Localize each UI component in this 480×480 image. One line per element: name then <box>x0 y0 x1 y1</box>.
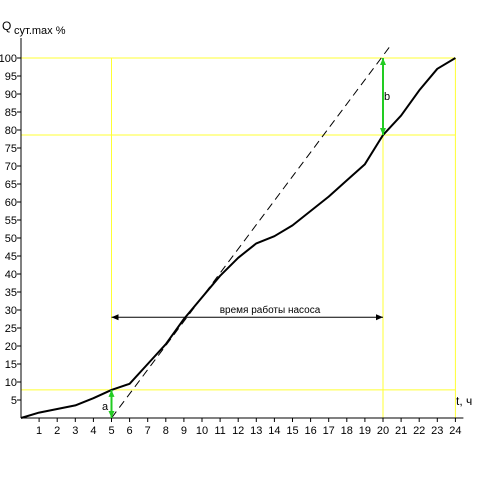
y-tick-label: 30 <box>5 305 17 317</box>
x-tick-label: 5 <box>108 425 114 437</box>
x-tick-label: 15 <box>286 425 298 437</box>
y-tick-label: 50 <box>5 233 17 245</box>
pump-supply-line <box>111 43 393 419</box>
y-tick-label: 55 <box>5 215 17 227</box>
y-tick-label: 85 <box>5 107 17 119</box>
y-tick-label: 95 <box>5 71 17 83</box>
x-tick-label: 21 <box>395 425 407 437</box>
y-tick-label: 90 <box>5 89 17 101</box>
x-tick-label: 23 <box>431 425 443 437</box>
x-tick-label: 1 <box>36 425 42 437</box>
y-tick-label: 25 <box>5 323 17 335</box>
y-tick-label: 45 <box>5 251 17 263</box>
annotation-b: b <box>384 91 390 103</box>
marker-a-arrowhead-bottom <box>108 411 115 418</box>
y-tick-label: 35 <box>5 287 17 299</box>
x-tick-label: 11 <box>214 425 225 437</box>
x-tick-label: 2 <box>54 425 60 437</box>
x-tick-label: 6 <box>127 425 133 437</box>
y-axis-label: Q <box>2 19 11 33</box>
x-tick-label: 16 <box>304 425 316 437</box>
y-tick-label: 15 <box>5 359 17 371</box>
marker-b-arrowhead-top <box>380 58 386 65</box>
x-tick-label: 8 <box>163 425 169 437</box>
x-tick-label: 4 <box>90 425 96 437</box>
y-tick-label: 10 <box>5 377 17 389</box>
x-tick-label: 20 <box>377 425 389 437</box>
y-tick-label: 40 <box>5 269 17 281</box>
axes <box>20 38 464 419</box>
arrowhead-left <box>111 314 119 321</box>
x-tick-label: 18 <box>341 425 353 437</box>
x-tick-label: 17 <box>323 425 335 437</box>
pump-operation-label: время работы насоса <box>220 304 321 316</box>
consumption-curve <box>20 57 456 419</box>
marker-b-arrowhead-bottom <box>380 128 386 136</box>
x-tick-label: 3 <box>72 425 78 437</box>
y-tick-label: 80 <box>5 125 17 137</box>
y-tick-label: 60 <box>5 197 17 209</box>
x-tick-label: 9 <box>181 425 187 437</box>
marker-a-arrowhead-top <box>108 389 115 397</box>
y-tick-label: 20 <box>5 341 17 353</box>
y-tick-label: 5 <box>11 395 17 407</box>
y-tick-label: 65 <box>5 179 17 191</box>
x-tick-label: 24 <box>449 425 461 437</box>
guide-lines <box>21 57 456 418</box>
x-tick-label: 19 <box>359 425 371 437</box>
ticks: 1 2 3 4 5 6 7 8 9 10 11 12 13 14 15 16 17 18 19 20 21 22 23 245… <box>0 53 462 437</box>
x-tick-label: 10 <box>196 425 208 437</box>
y-tick-label: 100 <box>0 53 17 65</box>
y-tick-label: 75 <box>5 143 17 155</box>
annotation-a: a <box>102 401 109 413</box>
x-tick-label: 14 <box>268 425 280 437</box>
x-axis-label: t, ч <box>456 394 472 408</box>
x-tick-label: 12 <box>232 425 244 437</box>
x-tick-label: 7 <box>145 425 151 437</box>
x-tick-label: 13 <box>250 425 262 437</box>
x-tick-label: 22 <box>413 425 425 437</box>
arrowhead-right <box>376 314 383 321</box>
y-axis-label-sub: сут.max % <box>14 25 66 37</box>
y-tick-label: 70 <box>5 161 17 173</box>
marks <box>20 43 456 419</box>
